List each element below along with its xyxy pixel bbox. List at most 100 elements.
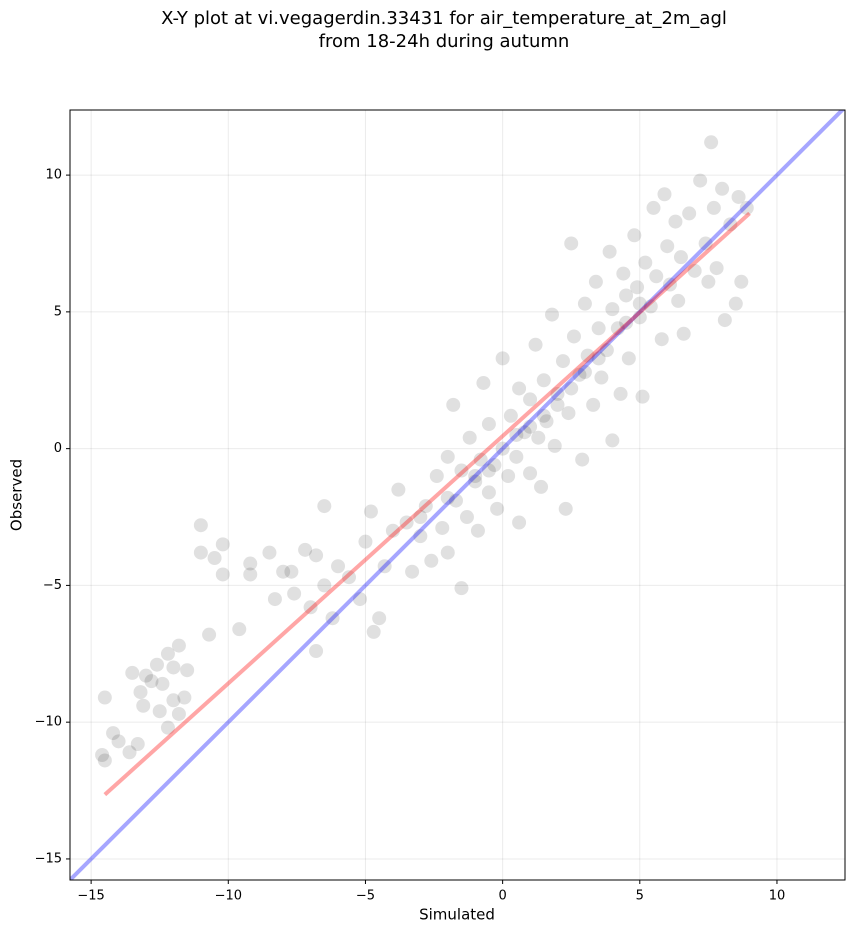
- point: [621, 351, 636, 366]
- point: [588, 274, 603, 289]
- point: [630, 280, 645, 295]
- point: [391, 482, 406, 497]
- point: [287, 586, 302, 601]
- x-tick-label: 10: [769, 889, 786, 904]
- point: [144, 674, 159, 689]
- point: [303, 600, 318, 615]
- point: [580, 348, 595, 363]
- point: [377, 559, 392, 574]
- point: [602, 244, 617, 259]
- point: [586, 397, 601, 412]
- point: [476, 375, 491, 390]
- point: [550, 397, 565, 412]
- x-tick-label: 0: [498, 889, 506, 904]
- point: [558, 501, 573, 516]
- point: [440, 449, 455, 464]
- point: [97, 690, 112, 705]
- point: [693, 173, 708, 188]
- chart-title: from 18-24h during autumn: [319, 31, 570, 52]
- point: [717, 313, 732, 328]
- point: [133, 685, 148, 700]
- point: [413, 529, 428, 544]
- point: [470, 523, 485, 538]
- point: [405, 564, 420, 579]
- point: [309, 644, 324, 659]
- point: [481, 485, 496, 500]
- point: [536, 408, 551, 423]
- point: [739, 200, 754, 215]
- point: [646, 200, 661, 215]
- y-tick-label: −10: [35, 715, 62, 730]
- point: [317, 578, 332, 593]
- point: [468, 474, 483, 489]
- point: [331, 559, 346, 574]
- point: [682, 206, 697, 221]
- point: [715, 181, 730, 196]
- point: [723, 217, 738, 232]
- point: [709, 261, 724, 276]
- point: [418, 499, 433, 514]
- point: [180, 663, 195, 678]
- point: [591, 351, 606, 366]
- point: [202, 627, 217, 642]
- point: [232, 622, 247, 637]
- point: [545, 307, 560, 322]
- point: [262, 545, 277, 560]
- point: [539, 414, 554, 429]
- x-tick-label: −15: [77, 889, 104, 904]
- point: [284, 564, 299, 579]
- plot-frame: [69, 109, 846, 881]
- point: [503, 408, 518, 423]
- point: [512, 515, 527, 530]
- point: [385, 523, 400, 538]
- point: [619, 315, 634, 330]
- point: [111, 734, 126, 749]
- point: [638, 255, 653, 270]
- point: [317, 499, 332, 514]
- point: [366, 624, 381, 639]
- point: [512, 381, 527, 396]
- y-tick-label: −5: [43, 578, 62, 593]
- point: [668, 214, 683, 229]
- point: [632, 310, 647, 325]
- point: [517, 425, 532, 440]
- y-tick-label: 5: [54, 304, 62, 319]
- point: [635, 389, 650, 404]
- point: [481, 417, 496, 432]
- point: [490, 501, 505, 516]
- point: [619, 288, 634, 303]
- point: [193, 518, 208, 533]
- point: [166, 693, 181, 708]
- point: [171, 638, 186, 653]
- chart-title: X-Y plot at vi.vegagerdin.33431 for air_…: [161, 8, 727, 29]
- point: [654, 332, 669, 347]
- point: [440, 545, 455, 560]
- point: [643, 299, 658, 314]
- point: [555, 354, 570, 369]
- point: [106, 726, 121, 741]
- point: [155, 676, 170, 691]
- point: [534, 479, 549, 494]
- point: [309, 548, 324, 563]
- point: [372, 611, 387, 626]
- point: [193, 545, 208, 560]
- point: [215, 537, 230, 552]
- point: [446, 397, 461, 412]
- point: [166, 660, 181, 675]
- point: [358, 534, 373, 549]
- point: [731, 189, 746, 204]
- x-axis-label: Simulated: [419, 906, 495, 924]
- point: [487, 458, 502, 473]
- point: [734, 274, 749, 289]
- x-tick-label: −5: [356, 889, 375, 904]
- point: [325, 611, 340, 626]
- x-tick-label: −10: [215, 889, 242, 904]
- point: [495, 441, 510, 456]
- point: [660, 239, 675, 254]
- point: [454, 581, 469, 596]
- point: [616, 266, 631, 281]
- point: [448, 493, 463, 508]
- point: [649, 269, 664, 284]
- point: [605, 433, 620, 448]
- point: [462, 430, 477, 445]
